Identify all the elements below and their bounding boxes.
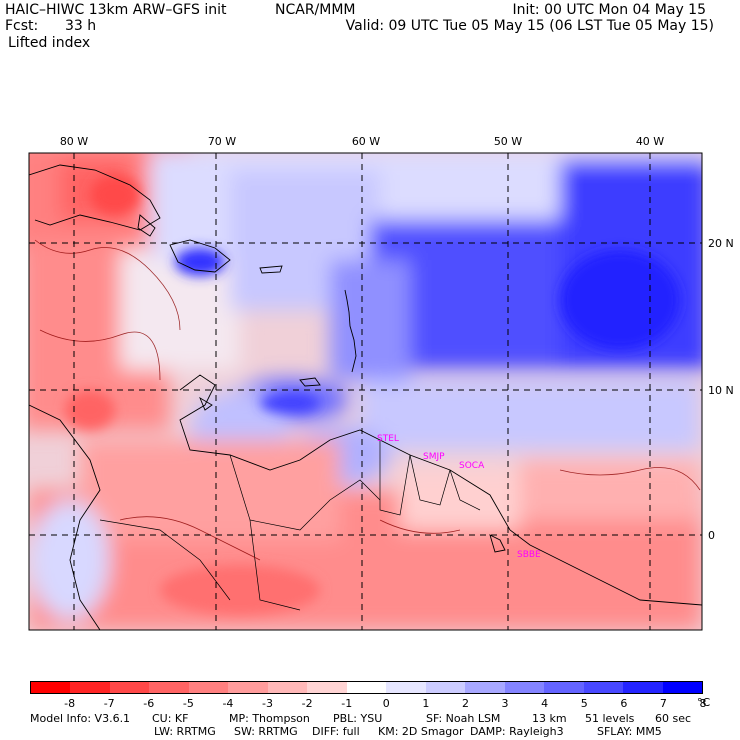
legend-tick-label: 8 xyxy=(699,697,707,710)
shaded-field xyxy=(29,153,702,630)
lat-label-0: 0 xyxy=(708,529,715,542)
legend-swatch xyxy=(504,682,545,693)
legend-swatch xyxy=(425,682,466,693)
model-title: HAIC–HIWC 13km ARW–GFS init xyxy=(5,2,227,18)
legend-swatch xyxy=(386,682,426,693)
footer-sf: SF: Noah LSM xyxy=(426,712,501,725)
legend-tick-label: -7 xyxy=(103,697,115,710)
footer-lw: LW: RRTMG xyxy=(154,725,216,738)
legend-tick-label: -4 xyxy=(222,697,234,710)
legend-swatch xyxy=(109,682,150,693)
forecast-hour: 33 h xyxy=(65,18,97,34)
legend-tick-label: -2 xyxy=(301,697,313,710)
legend-tick-label: -1 xyxy=(341,697,353,710)
station-soca: SOCA xyxy=(459,461,485,471)
legend-swatch xyxy=(307,682,347,693)
legend-swatch xyxy=(31,682,71,693)
legend-swatch xyxy=(149,682,189,693)
lat-label-20n: 20 N xyxy=(708,237,734,250)
legend-tick-label: 1 xyxy=(422,697,430,710)
lon-label-60w: 60 W xyxy=(352,135,380,148)
field-name: Lifted index xyxy=(8,35,91,51)
coastlines xyxy=(29,164,702,630)
valid-time: Valid: 09 UTC Tue 05 May 15 (06 LST Tue … xyxy=(345,18,714,34)
lon-label-70w: 70 W xyxy=(208,135,236,148)
lon-label-50w: 50 W xyxy=(494,135,522,148)
legend-swatch xyxy=(346,682,387,693)
footer-sw: SW: RRTMG xyxy=(234,725,298,738)
graticule xyxy=(29,153,702,630)
legend-tick-label: -6 xyxy=(143,697,155,710)
footer-timestep: 60 sec xyxy=(655,712,692,725)
legend-tick-label: 2 xyxy=(461,697,469,710)
footer-sflay: SFLAY: MM5 xyxy=(597,725,662,738)
init-time: Init: 00 UTC Mon 04 May 15 xyxy=(512,2,706,18)
legend-swatch xyxy=(465,682,505,693)
legend-tick-label: 3 xyxy=(501,697,509,710)
footer-resolution: 13 km xyxy=(532,712,567,725)
footer-mp: MP: Thompson xyxy=(229,712,310,725)
station-sbbe: SBBE xyxy=(517,550,541,560)
legend-swatch xyxy=(70,682,110,693)
lon-label-80w: 80 W xyxy=(60,135,88,148)
lat-label-10n: 10 N xyxy=(708,384,734,397)
footer-km: KM: 2D Smagor xyxy=(378,725,464,738)
station-smjp: SMJP xyxy=(423,452,445,462)
legend-tick-label: 6 xyxy=(620,697,628,710)
organization: NCAR/MMM xyxy=(275,2,356,18)
footer-levels: 51 levels xyxy=(585,712,635,725)
footer-pbl: PBL: YSU xyxy=(333,712,383,725)
legend-tick-label: -3 xyxy=(262,697,273,710)
legend-tick-label: 7 xyxy=(659,697,667,710)
country-borders xyxy=(99,440,481,611)
legend-tick-label: -5 xyxy=(182,697,194,710)
station-stel: STEL xyxy=(377,434,399,444)
legend-tick-label: 0 xyxy=(382,697,390,710)
legend-tick-label: -8 xyxy=(64,697,76,710)
footer-cu: CU: KF xyxy=(152,712,189,725)
footer-diff: DIFF: full xyxy=(312,725,360,738)
legend-swatch xyxy=(662,682,702,693)
legend-tick-label: 4 xyxy=(541,697,549,710)
contour-lines xyxy=(34,239,701,561)
legend-swatch xyxy=(544,682,584,693)
legend-unit: °C xyxy=(697,696,711,709)
lon-label-40w: 40 W xyxy=(636,135,664,148)
legend-swatch xyxy=(583,682,624,693)
color-legend xyxy=(30,681,703,694)
forecast-label: Fcst: xyxy=(5,18,39,34)
legend-swatch xyxy=(228,682,268,693)
footer-model-info: Model Info: V3.6.1 xyxy=(30,712,131,725)
footer-damp: DAMP: Rayleigh3 xyxy=(470,725,564,738)
legend-swatch xyxy=(188,682,229,693)
legend-swatch xyxy=(623,682,663,693)
legend-swatch xyxy=(267,682,308,693)
legend-tick-label: 5 xyxy=(580,697,588,710)
map-frame xyxy=(28,152,703,631)
